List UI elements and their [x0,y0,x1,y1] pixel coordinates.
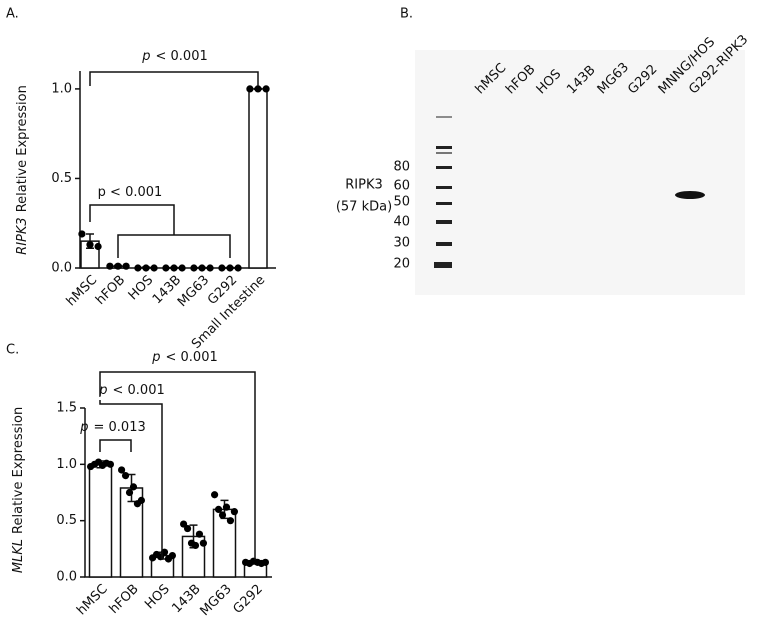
y-axis [79,71,276,269]
panel-label: A. [6,7,19,22]
data-point [199,539,207,547]
marker-label: 30 [393,236,410,251]
protein-size: (57 kDa) [336,200,392,215]
data-point [183,524,192,533]
data-point [226,517,235,525]
y-tick-label: 0.0 [56,570,77,585]
data-point [262,85,270,93]
marker-label: 40 [393,215,410,230]
marker-label: 60 [393,179,410,194]
annotation-symbol: p [98,383,107,398]
y-tick-label: 1.5 [56,401,77,416]
data-point [214,505,223,513]
x-tick-label: hMSC [64,273,101,310]
marker-label: 20 [393,257,410,272]
y-label-gene: RIPK3 [15,217,30,255]
marker-label: 80 [393,160,410,175]
data-point [129,483,138,491]
x-tick-label: HOS [142,582,173,613]
annotation-text: < 0.001 [166,350,218,365]
annotation: p = 0.013 [79,420,146,435]
blot-band [675,191,705,199]
y-axis [84,408,272,578]
data-point [114,262,122,270]
data-point [261,558,269,566]
data-point [226,264,234,272]
y-tick-label: 1.0 [56,457,77,472]
data-point [150,264,158,272]
bar [88,463,113,578]
data-point [106,460,114,468]
protein-label: RIPK3 [345,178,383,193]
data-point [121,472,130,480]
y-tick-label: 1.0 [51,81,72,96]
data-point [218,264,226,272]
y-tick-label: 0.5 [51,171,72,186]
marker-label: 50 [393,195,410,210]
significance-bracket [99,371,256,560]
significance-bracket [99,400,163,560]
annotation-symbol: p [79,420,88,435]
panel-label: C. [6,343,19,358]
x-tick-label: G292 [231,582,266,617]
x-tick-label: hFOB [93,273,128,308]
data-point [211,491,219,499]
data-point [78,230,86,238]
annotation-symbol: p [151,350,160,365]
y-label-text: Relative Expression [11,407,26,534]
data-point [254,85,262,93]
annotation-text: < 0.001 [156,49,208,64]
data-point [134,264,142,272]
significance-bracket [89,71,259,86]
data-point [170,264,178,272]
annotation-text: < 0.001 [113,383,165,398]
x-tick-label: MG63 [197,582,234,619]
annotation: p < 0.001 [151,350,218,365]
panel-label: B. [400,7,413,22]
data-point [94,242,102,251]
significance-bracket [99,439,132,452]
blot-membrane [415,50,745,295]
x-tick-label: MG63 [175,273,212,310]
data-point [206,264,214,272]
bar [248,88,268,269]
data-point [118,466,126,474]
data-point [230,508,238,516]
data-point [125,488,134,497]
annotation: p < 0.001 [141,49,208,64]
annotation: p < 0.001 [98,383,165,398]
data-point [137,496,145,504]
ladder [434,116,452,268]
annotation-text: p < 0.001 [98,185,163,200]
data-point [86,241,94,249]
data-point [246,85,254,93]
data-point [198,264,206,272]
x-tick-label: hFOB [107,582,142,617]
y-tick-label: 0.0 [51,261,72,276]
data-point [190,264,198,272]
y-label-text: Relative Expression [15,85,30,212]
data-point [168,551,176,560]
data-point [222,503,231,511]
y-tick-label: 0.5 [56,513,77,528]
data-point [142,264,150,272]
y-axis-label: MLKL Relative Expression [11,407,26,573]
data-point [195,530,204,538]
data-point [234,264,242,272]
x-tick-label: hMSC [74,582,111,619]
data-point [122,262,130,270]
annotation-text: = 0.013 [94,420,146,435]
y-label-gene: MLKL [11,539,26,573]
data-point [106,262,114,270]
annotation-symbol: p [141,49,150,64]
data-point [178,264,186,272]
blot: RIPK3 (57 kDa) [336,50,745,295]
annotation: p < 0.001 [98,185,163,200]
data-point [162,264,170,272]
significance-bracket [89,204,231,258]
y-axis-label: RIPK3 Relative Expression [15,85,30,255]
data-point [218,511,227,519]
data-point [191,541,200,550]
